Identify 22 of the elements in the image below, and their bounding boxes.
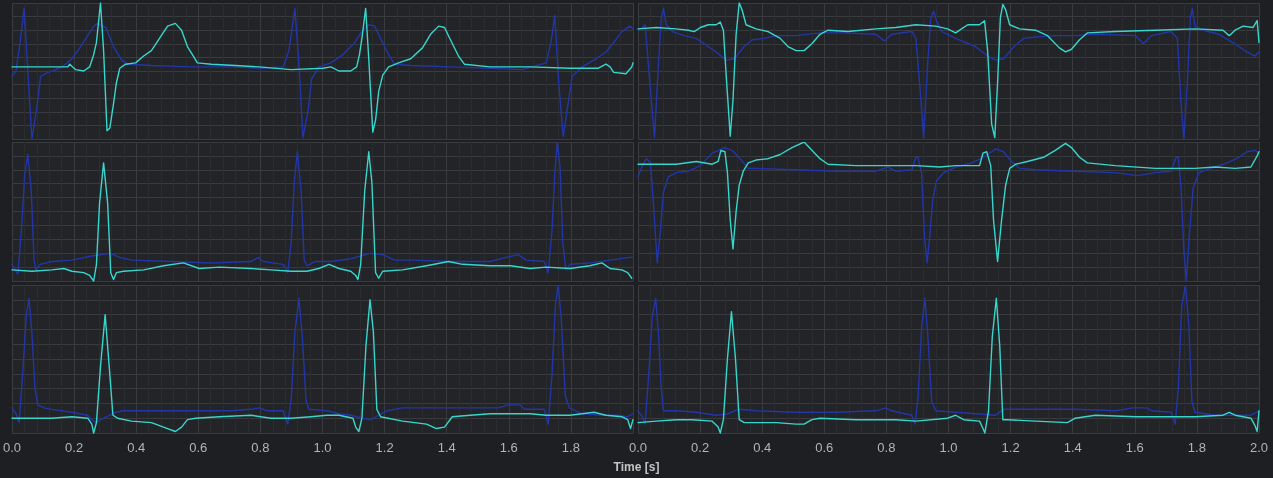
x-tick-label: 0.2	[691, 440, 710, 455]
x-tick-label: 1.2	[375, 440, 394, 455]
x-axis-title: Time [s]	[613, 460, 660, 474]
x-tick-label: 0.0	[628, 440, 648, 455]
x-tick-label: 1.6	[499, 440, 518, 455]
x-tick-label: 0.8	[251, 440, 270, 455]
x-tick-label: 0.2	[65, 440, 84, 455]
x-tick-label: 0.6	[815, 440, 834, 455]
x-tick-label: 0.8	[877, 440, 896, 455]
x-tick-label: 1.0	[313, 440, 332, 455]
x-tick-label: 2.0	[1249, 440, 1269, 455]
x-tick-label: 0.4	[127, 440, 146, 455]
x-tick-label: 1.0	[939, 440, 958, 455]
x-tick-label: 0.6	[189, 440, 208, 455]
x-tick-label: 1.8	[561, 440, 580, 455]
x-tick-label: 1.2	[1001, 440, 1020, 455]
x-tick-label: 1.8	[1187, 440, 1206, 455]
x-tick-label: 1.4	[1063, 440, 1082, 455]
x-tick-label: 0.0	[2, 440, 22, 455]
x-tick-label: 0.4	[753, 440, 772, 455]
x-tick-label: 1.6	[1125, 440, 1144, 455]
x-tick-label: 1.4	[437, 440, 456, 455]
